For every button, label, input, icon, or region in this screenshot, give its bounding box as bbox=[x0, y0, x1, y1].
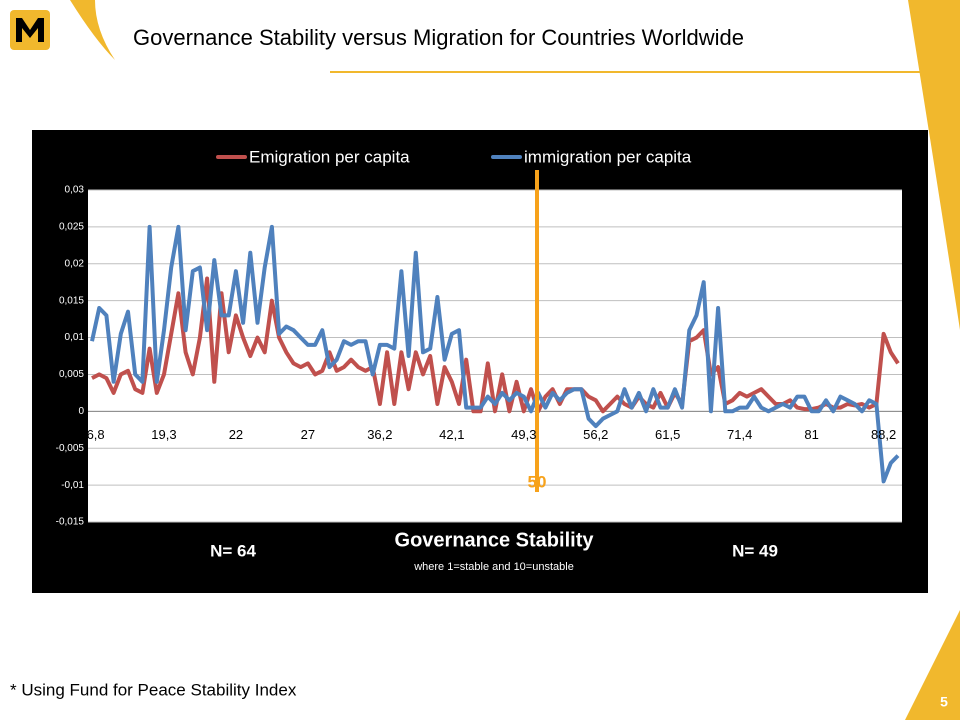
page-number: 5 bbox=[940, 694, 948, 710]
y-tick-label: 0,02 bbox=[65, 258, 85, 269]
x-tick-label: 56,2 bbox=[583, 427, 608, 442]
x-axis-note: where 1=stable and 10=unstable bbox=[413, 561, 574, 573]
series-line bbox=[91, 276, 900, 414]
y-tick-label: 0,03 bbox=[65, 185, 85, 196]
title-rule bbox=[330, 71, 960, 73]
y-tick-label: -0,015 bbox=[56, 517, 85, 528]
y-tick-label: 0 bbox=[78, 406, 84, 417]
annotation: N= 49 bbox=[732, 541, 778, 560]
x-tick-label: 61,5 bbox=[655, 427, 680, 442]
logo-mark bbox=[16, 18, 44, 42]
slide-title: Governance Stability versus Migration fo… bbox=[133, 25, 744, 50]
x-tick-label: 16,8 bbox=[79, 427, 104, 442]
y-tick-label: 0,01 bbox=[65, 332, 85, 343]
plot-area bbox=[88, 190, 902, 522]
decor bbox=[908, 0, 960, 330]
x-tick-label: 88,2 bbox=[871, 427, 896, 442]
footnote: * Using Fund for Peace Stability Index bbox=[10, 680, 297, 699]
x-tick-label: 36,2 bbox=[367, 427, 392, 442]
annotation: N= 64 bbox=[210, 541, 256, 560]
y-tick-label: 0,015 bbox=[59, 295, 84, 306]
x-tick-label: 27 bbox=[301, 427, 315, 442]
legend-label: Emigration per capita bbox=[249, 147, 410, 166]
decor bbox=[70, 0, 115, 60]
x-tick-label: 22 bbox=[229, 427, 243, 442]
marker-label: 50 bbox=[528, 472, 547, 491]
series-line bbox=[90, 224, 900, 484]
marker-line bbox=[535, 170, 539, 492]
x-tick-label: 81 bbox=[804, 427, 818, 442]
x-tick-label: 71,4 bbox=[727, 427, 752, 442]
y-tick-label: 0,005 bbox=[59, 369, 84, 380]
x-tick-label: 49,3 bbox=[511, 427, 536, 442]
x-tick-label: 19,3 bbox=[151, 427, 176, 442]
y-tick-label: -0,005 bbox=[56, 443, 85, 454]
legend-label: immigration per capita bbox=[524, 147, 692, 166]
x-tick-label: 42,1 bbox=[439, 427, 464, 442]
y-tick-label: -0,01 bbox=[61, 480, 84, 491]
x-axis-title: Governance Stability bbox=[395, 529, 595, 551]
y-tick-label: 0,025 bbox=[59, 222, 84, 233]
decor bbox=[905, 610, 960, 720]
